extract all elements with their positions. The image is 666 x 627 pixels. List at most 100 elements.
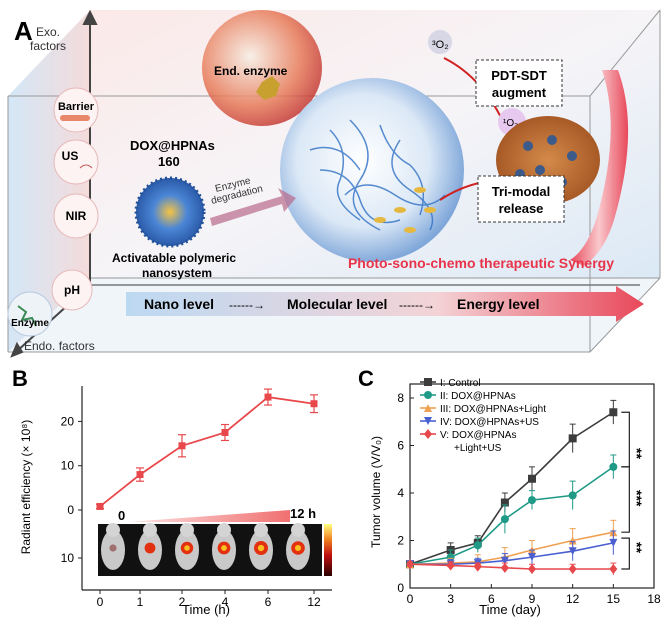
c-xtick-label: 15 (607, 592, 621, 606)
singlet-oxygen-label: ¹O₂ (503, 118, 518, 129)
tri-modal-label: Tri-modal (492, 184, 551, 199)
imaging-strip (98, 524, 322, 576)
sig-2: *** (629, 490, 645, 507)
c-legend-label: II: DOX@HPNAs (440, 391, 516, 402)
b-ytick-label: 0 (67, 503, 74, 517)
synergy-label: Photo-sono-chemo therapeutic Synergy (348, 255, 614, 271)
c-point (446, 560, 455, 571)
barrier-icon (60, 115, 90, 121)
panel-b: B Radiant efficiency (× 10⁸) Time (h) 0 1… (0, 362, 340, 622)
b-xtick-label: 1 (137, 595, 144, 609)
c-point (609, 408, 618, 417)
c-xtick-label: 12 (566, 592, 580, 606)
us-bubble (53, 139, 99, 185)
color-scale-bar (324, 524, 332, 576)
c-point (528, 553, 536, 562)
c-ytick-label: 2 (397, 534, 404, 548)
fluorescence-spot (109, 544, 117, 552)
c-point (568, 547, 577, 556)
enzyme-bubble (7, 291, 53, 337)
c-ytick-label: 0 (397, 581, 404, 595)
endo-factors-label: Endo. factors (24, 339, 95, 353)
molecular-level-label: Molecular level (287, 296, 387, 312)
c-point (424, 429, 432, 439)
panel-c: C Tumor volume (V/V₀) Time (day) 0 2 4 6 8 0… (340, 362, 666, 622)
pdt-sdt-label: PDT-SDT (491, 68, 547, 83)
c-legend-item: V: DOX@HPNAs +Light+US (420, 429, 516, 454)
end-enzyme-sphere (202, 10, 322, 126)
c-ytick-label: 6 (397, 439, 404, 453)
c-point (424, 391, 432, 399)
ph-label: pH (64, 283, 80, 297)
c-xtick-label: 18 (647, 592, 661, 606)
us-label: US (62, 149, 79, 163)
mouse-image (175, 523, 199, 570)
release-label: release (499, 201, 544, 216)
c-xlabel: Time (day) (479, 602, 541, 617)
blood-vessel (570, 70, 629, 266)
dox-size: 160 (158, 154, 180, 169)
b-point (310, 400, 318, 408)
c-point (609, 538, 618, 547)
b-xtick-label: 0 (97, 595, 104, 609)
tri-modal-box (477, 175, 565, 223)
c-point (500, 562, 509, 573)
b-ylabel: Radiant efficiency (× 10⁸) (19, 420, 33, 555)
c-point (473, 561, 482, 572)
c-point (528, 474, 536, 483)
nanosystem-label-1: Activatable polymeric (112, 251, 236, 265)
oxygen-molecule (428, 30, 452, 54)
c-point (609, 564, 618, 574)
nanoparticle-fringe (134, 176, 206, 248)
c-xtick-label: 3 (447, 592, 454, 606)
fluorescence-spot (144, 542, 156, 554)
b-xtick-label: 6 (265, 595, 272, 609)
c-point (609, 462, 618, 471)
c-point (424, 417, 432, 425)
triplet-oxygen-label: ³O₂ (432, 39, 449, 51)
c-ytick-label: 8 (397, 391, 404, 405)
sig-bracket (621, 466, 630, 533)
enzyme-degradation-arrow (210, 188, 296, 226)
nir-label: NIR (66, 209, 87, 223)
panel-a: A Exo. factors Endo. factors Barrier US … (7, 9, 661, 358)
c-legend-label: IV: DOX@HPNAs+US (440, 417, 539, 428)
panel-a-illustration: A Exo. factors Endo. factors Barrier US … (7, 9, 661, 358)
b-ytick-lower-label: 10 (61, 551, 75, 565)
exo-factors-label: factors (30, 39, 66, 53)
dash-arrow-1: ------→ (229, 298, 265, 312)
b-series-line (99, 396, 315, 508)
radiant-efficiency-chart: B Radiant efficiency (× 10⁸) Time (h) 0 1… (12, 366, 332, 617)
c-point (568, 434, 577, 443)
c-legend-label: I: Control (440, 378, 481, 389)
c-point (500, 498, 509, 507)
c-point (473, 541, 482, 550)
dox-title: DOX@HPNAs (130, 138, 215, 153)
b-point (136, 471, 144, 479)
dash-arrow-2: ------→ (399, 298, 435, 312)
nir-bubble (53, 193, 99, 239)
enzyme-icon (17, 305, 37, 327)
augment-label: augment (492, 85, 547, 100)
b-point (264, 393, 272, 401)
c-legend-item: III: DOX@HPNAs+Light (420, 404, 546, 415)
sig-bracket (621, 537, 630, 570)
factor-bubbles: Barrier US NIR pH Enzyme (7, 87, 99, 337)
nanoparticle (136, 178, 204, 246)
c-xtick-label: 9 (529, 592, 536, 606)
c-ytick-label: 4 (397, 486, 404, 500)
energy-level-label: Energy level (457, 296, 540, 312)
c-point (528, 564, 536, 574)
c-point (568, 536, 577, 545)
b-xtick-label: 2 (179, 595, 186, 609)
exo-label: Exo. (36, 25, 60, 39)
b-xtick-label: 4 (222, 595, 229, 609)
c-point (406, 559, 414, 570)
panel-b-letter: B (12, 366, 28, 391)
polymer-sphere (280, 78, 464, 262)
c-point (424, 404, 432, 412)
time-gradient-wedge (128, 510, 290, 522)
b-xtick-label: 12 (307, 595, 321, 609)
b-point (96, 502, 104, 510)
b-point (178, 442, 186, 450)
